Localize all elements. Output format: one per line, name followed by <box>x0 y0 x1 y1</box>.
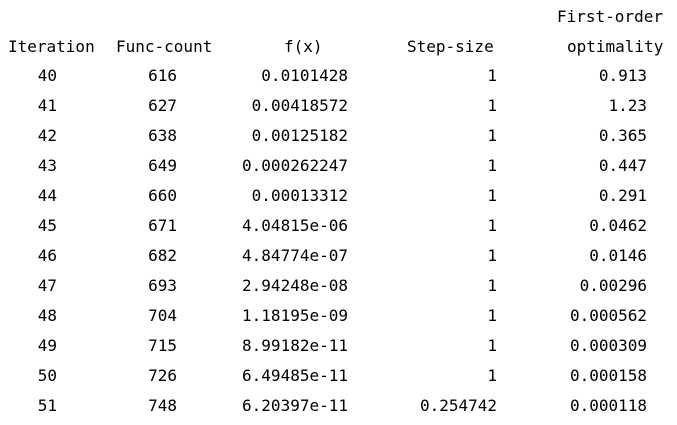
step-size-cell: 1 <box>487 276 497 295</box>
fx-cell: 2.94248e-08 <box>242 276 348 295</box>
table-row: 40 616 0.0101428 1 0.913 <box>0 61 677 91</box>
optimality-cell: 0.447 <box>598 156 647 175</box>
optimality-cell: 0.291 <box>598 186 647 205</box>
table-row: 42 638 0.00125182 1 0.365 <box>0 121 677 151</box>
fx-cell: 0.0101428 <box>261 66 348 85</box>
step-size-cell: 1 <box>487 306 497 325</box>
table-row: 49 715 8.99182e-11 1 0.000309 <box>0 331 677 361</box>
table-row: 46 682 4.84774e-07 1 0.0146 <box>0 241 677 271</box>
optimality-cell: 0.365 <box>598 126 647 145</box>
table-row: 48 704 1.18195e-09 1 0.000562 <box>0 301 677 331</box>
fx-cell: 0.00418572 <box>251 96 348 115</box>
func-count-cell: 627 <box>148 96 177 115</box>
step-size-cell: 1 <box>487 216 497 235</box>
table-row: 43 649 0.000262247 1 0.447 <box>0 151 677 181</box>
fx-cell: 6.49485e-11 <box>242 366 348 385</box>
iteration-cell: 45 <box>37 216 57 235</box>
fx-cell: 6.20397e-11 <box>242 396 348 415</box>
iteration-cell: 49 <box>37 336 57 355</box>
iteration-cell: 43 <box>37 156 57 175</box>
table-row: 50 726 6.49485e-11 1 0.000158 <box>0 361 677 391</box>
step-size-cell: 1 <box>487 336 497 355</box>
optimality-cell: 0.000158 <box>569 366 647 385</box>
func-count-cell: 616 <box>148 66 177 85</box>
optimality-cell: 0.0146 <box>589 246 647 265</box>
func-count-cell: 660 <box>148 186 177 205</box>
step-size-cell: 1 <box>487 96 497 115</box>
step-size-cell: 1 <box>487 186 497 205</box>
func-count-cell: 704 <box>148 306 177 325</box>
func-count-cell: 671 <box>148 216 177 235</box>
fx-cell: 4.04815e-06 <box>242 216 348 235</box>
header-func-count: Func-count <box>116 37 213 56</box>
step-size-cell: 1 <box>487 126 497 145</box>
step-size-cell: 1 <box>487 246 497 265</box>
func-count-cell: 638 <box>148 126 177 145</box>
fx-cell: 0.00013312 <box>251 186 348 205</box>
step-size-cell: 1 <box>487 366 497 385</box>
fx-cell: 8.99182e-11 <box>242 336 348 355</box>
step-size-cell: 0.254742 <box>419 396 497 415</box>
header-fx: f(x) <box>284 37 323 56</box>
table-row: 47 693 2.94248e-08 1 0.00296 <box>0 271 677 301</box>
iteration-cell: 46 <box>37 246 57 265</box>
header-iteration: Iteration <box>8 37 95 56</box>
fx-cell: 0.00125182 <box>251 126 348 145</box>
iteration-cell: 47 <box>37 276 57 295</box>
iteration-cell: 51 <box>37 396 57 415</box>
table-row: 45 671 4.04815e-06 1 0.0462 <box>0 211 677 241</box>
func-count-cell: 649 <box>148 156 177 175</box>
table-row: 41 627 0.00418572 1 1.23 <box>0 91 677 121</box>
iteration-cell: 48 <box>37 306 57 325</box>
optimality-cell: 0.000562 <box>569 306 647 325</box>
func-count-cell: 715 <box>148 336 177 355</box>
optimality-cell: 0.00296 <box>579 276 647 295</box>
iteration-cell: 41 <box>37 96 57 115</box>
optimality-cell: 1.23 <box>608 96 647 115</box>
func-count-cell: 748 <box>148 396 177 415</box>
fx-cell: 1.18195e-09 <box>242 306 348 325</box>
func-count-cell: 693 <box>148 276 177 295</box>
fx-cell: 0.000262247 <box>242 156 348 175</box>
header-step-size: Step-size <box>407 37 494 56</box>
optimality-cell: 0.913 <box>598 66 647 85</box>
optimality-cell: 0.0462 <box>589 216 647 235</box>
func-count-cell: 726 <box>148 366 177 385</box>
func-count-cell: 682 <box>148 246 177 265</box>
step-size-cell: 1 <box>487 66 497 85</box>
header-optimality: optimality <box>567 37 664 56</box>
iteration-cell: 50 <box>37 366 57 385</box>
table-row: 51 748 6.20397e-11 0.254742 0.000118 <box>0 391 677 421</box>
header-first-order: First-order <box>557 7 663 26</box>
iteration-cell: 44 <box>37 186 57 205</box>
iteration-cell: 42 <box>37 126 57 145</box>
optimality-cell: 0.000118 <box>569 396 647 415</box>
optimality-cell: 0.000309 <box>569 336 647 355</box>
step-size-cell: 1 <box>487 156 497 175</box>
iteration-cell: 40 <box>37 66 57 85</box>
fx-cell: 4.84774e-07 <box>242 246 348 265</box>
table-row: 44 660 0.00013312 1 0.291 <box>0 181 677 211</box>
